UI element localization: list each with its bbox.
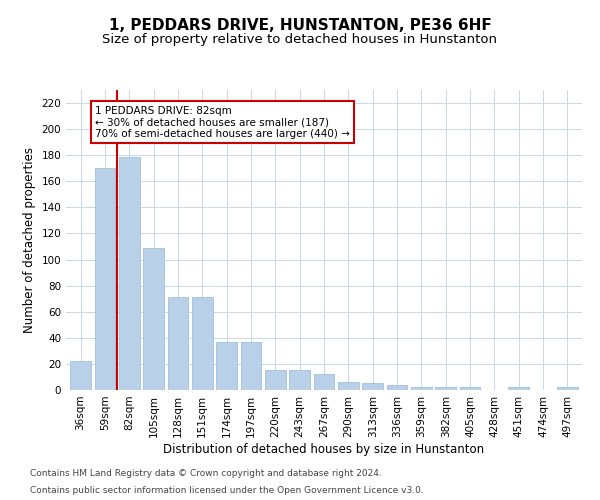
Y-axis label: Number of detached properties: Number of detached properties [23,147,36,333]
Text: 1, PEDDARS DRIVE, HUNSTANTON, PE36 6HF: 1, PEDDARS DRIVE, HUNSTANTON, PE36 6HF [109,18,491,32]
Text: 1 PEDDARS DRIVE: 82sqm
← 30% of detached houses are smaller (187)
70% of semi-de: 1 PEDDARS DRIVE: 82sqm ← 30% of detached… [95,106,350,139]
Text: Size of property relative to detached houses in Hunstanton: Size of property relative to detached ho… [103,32,497,46]
Bar [95,168,115,390]
Text: Contains public sector information licensed under the Open Government Licence v3: Contains public sector information licen… [30,486,424,495]
Bar [338,382,359,390]
Bar [314,374,334,390]
Bar [508,388,529,390]
Text: Contains HM Land Registry data © Crown copyright and database right 2024.: Contains HM Land Registry data © Crown c… [30,468,382,477]
Bar [216,342,237,390]
Bar [265,370,286,390]
Bar [460,388,481,390]
Bar [192,298,212,390]
Bar [557,388,578,390]
Bar [241,342,262,390]
Bar [70,362,91,390]
Bar [386,385,407,390]
Bar [119,156,140,390]
Bar [362,384,383,390]
Bar [411,388,432,390]
Bar [289,370,310,390]
Bar [436,388,456,390]
X-axis label: Distribution of detached houses by size in Hunstanton: Distribution of detached houses by size … [163,442,485,456]
Bar [167,298,188,390]
Bar [143,248,164,390]
